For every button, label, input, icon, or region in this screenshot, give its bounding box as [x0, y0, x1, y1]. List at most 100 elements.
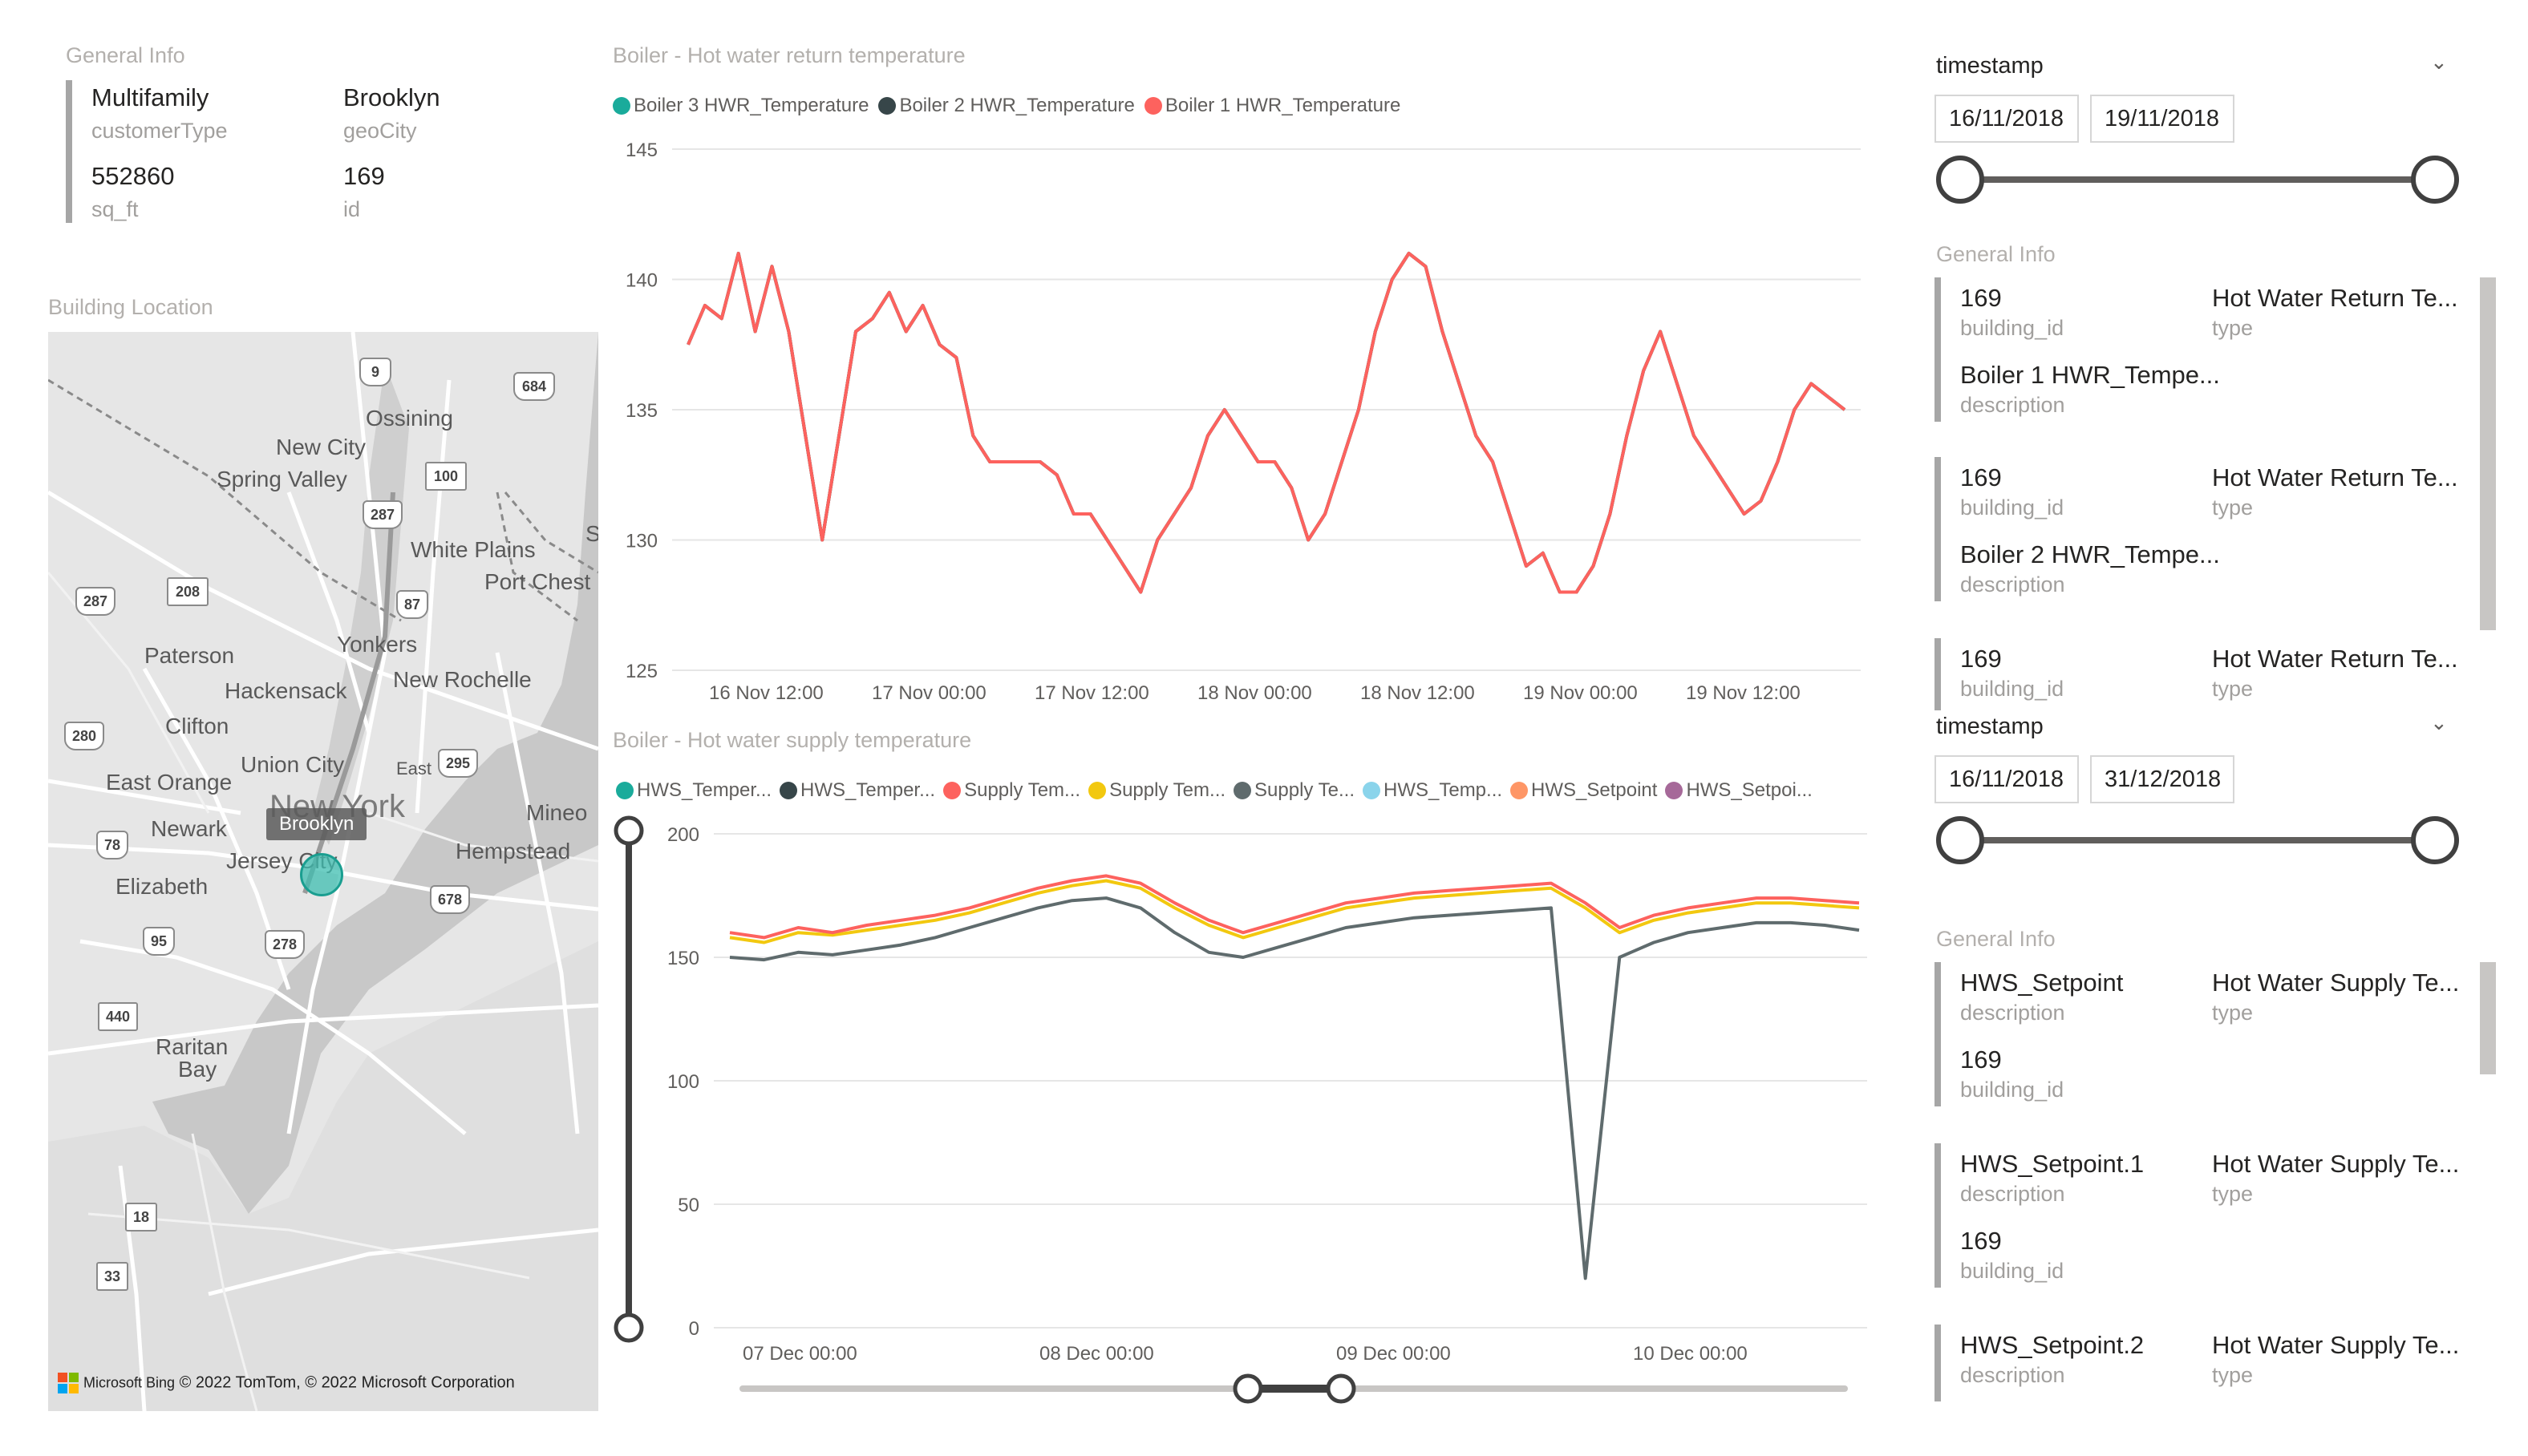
chevron-down-icon[interactable]: ⌄	[2430, 710, 2448, 734]
chevron-down-icon[interactable]: ⌄	[2430, 50, 2448, 74]
legend-item[interactable]: HWS_Setpoi...	[1665, 779, 1813, 802]
building-id-value: 169	[1960, 463, 2002, 491]
legend-label: Supply Tem...	[964, 779, 1081, 801]
card-row: 169 building_id Hot Water Return Te... t…	[1934, 638, 2464, 710]
highway-shield: 684	[513, 372, 555, 401]
type-label: type	[2212, 1363, 2254, 1387]
card-row: HWS_Setpoint description Hot Water Suppl…	[1934, 962, 2464, 1114]
building-id-label: building_id	[1960, 1078, 2064, 1102]
slider-track[interactable]	[1960, 837, 2440, 843]
map-place-label: White Plains	[411, 537, 536, 562]
series-line	[687, 252, 1846, 594]
building-id-value: 169	[1960, 284, 2002, 312]
legend-item[interactable]: Boiler 1 HWR_Temperature	[1144, 95, 1400, 117]
building-location-map[interactable]: Ossining New City Spring Valley White Pl…	[48, 332, 598, 1411]
highway-shield: 87	[396, 590, 428, 619]
legend-item[interactable]: HWS_Temper...	[616, 779, 772, 802]
supply-temperature-chart[interactable]: 200 150 100 50 0 07 Dec 00:00 08 Dec 00:00 09 D…	[610, 815, 1885, 1424]
legend-item[interactable]: HWS_Temp...	[1363, 779, 1502, 802]
legend-item[interactable]: Boiler 3 HWR_Temperature	[613, 95, 869, 117]
series-line	[729, 874, 1860, 940]
legend-item[interactable]: HWS_Temper...	[780, 779, 935, 802]
highway-shield: 18	[125, 1203, 157, 1232]
timestamp-slicer-title: timestamp	[1936, 53, 2044, 79]
legend-item[interactable]: Supply Tem...	[943, 779, 1080, 802]
description-value: Boiler 1 HWR_Tempe...	[1960, 361, 2220, 389]
building-id-label: building_id	[1960, 1259, 2064, 1283]
type-value: Hot Water Return Te...	[2212, 463, 2458, 491]
legend-item[interactable]: Boiler 2 HWR_Temperature	[878, 95, 1135, 117]
end-date-input[interactable]: 19/11/2018	[2090, 95, 2234, 143]
slider-start-handle[interactable]	[1936, 156, 1984, 204]
x-tick-label: 18 Nov 00:00	[1197, 682, 1312, 704]
map-place-label: Bay	[178, 1057, 217, 1082]
description-label: description	[1960, 572, 2065, 597]
x-tick-label: 07 Dec 00:00	[743, 1343, 857, 1365]
x-tick-label: 16 Nov 12:00	[709, 682, 824, 704]
highway-shield: 287	[363, 500, 403, 529]
y-tick-label: 200	[667, 824, 699, 846]
return-temperature-chart[interactable]: 145 140 135 130 125 16 Nov 12:00 17 Nov 00:00 1…	[610, 128, 1885, 722]
map-place-label: Elizabeth	[115, 874, 209, 899]
general-info-card: 169 building_id Hot Water Return Te... t…	[1934, 277, 2496, 710]
location-pin[interactable]	[300, 853, 343, 896]
y-tick-label: 150	[667, 948, 699, 969]
map-place-label: Newark	[151, 816, 227, 841]
attribution-text: © 2022 TomTom, © 2022 Microsoft Corporat…	[179, 1373, 515, 1392]
series-line	[729, 879, 1860, 944]
y-zoom-handle-top	[614, 815, 644, 846]
slider-end-handle[interactable]	[2411, 816, 2459, 864]
supply-chart-title: Boiler - Hot water supply temperature	[613, 728, 972, 752]
map-place-label: Ossining	[366, 406, 453, 431]
legend-marker-icon	[616, 782, 634, 799]
card-row: HWS_Setpoint.2 description Hot Water Sup…	[1934, 1325, 2464, 1405]
x-tick-label: 08 Dec 00:00	[1039, 1343, 1154, 1365]
scrollbar-thumb[interactable]	[2480, 962, 2496, 1074]
start-date-input[interactable]: 16/11/2018	[1934, 755, 2079, 803]
start-date-input[interactable]: 16/11/2018	[1934, 95, 2079, 143]
map-place-label: Yonkers	[337, 632, 418, 657]
type-label: type	[2212, 316, 2254, 340]
y-tick-label: 145	[626, 140, 658, 161]
x-tick-label: 19 Nov 12:00	[1686, 682, 1801, 704]
description-value: HWS_Setpoint.2	[1960, 1331, 2145, 1359]
scrollbar-thumb[interactable]	[2480, 277, 2496, 630]
x-tick-label: 17 Nov 00:00	[872, 682, 986, 704]
description-value: HWS_Setpoint.1	[1960, 1150, 2145, 1178]
highway-shield: 33	[96, 1262, 128, 1291]
legend-item[interactable]: Supply Tem...	[1088, 779, 1226, 802]
highway-shield: 440	[98, 1002, 138, 1031]
legend-label: Boiler 1 HWR_Temperature	[1165, 95, 1401, 116]
slider-start-handle[interactable]	[1936, 816, 1984, 864]
series-line	[729, 896, 1860, 1280]
type-value: Hot Water Supply Te...	[2212, 1331, 2460, 1359]
building-id-value: 169	[1960, 645, 2002, 673]
y-tick-label: 0	[689, 1318, 699, 1340]
legend-item[interactable]: HWS_Setpoint	[1510, 779, 1657, 802]
supply-chart-legend: HWS_Temper... HWS_Temper... Supply Tem..…	[616, 779, 1813, 802]
map-place-label: Union City	[241, 752, 345, 777]
map-place-label: S	[585, 521, 598, 546]
sq-ft-label: sq_ft	[91, 197, 139, 221]
type-value: Hot Water Return Te...	[2212, 645, 2458, 673]
slider-end-handle[interactable]	[2411, 156, 2459, 204]
legend-marker-icon	[1234, 782, 1252, 799]
legend-label: HWS_Temper...	[637, 779, 772, 801]
map-place-label: New Rochelle	[393, 667, 532, 692]
legend-label: HWS_Temper...	[800, 779, 936, 801]
map-place-label: Raritan	[156, 1034, 229, 1059]
y-tick-label: 135	[626, 400, 658, 422]
description-label: description	[1960, 393, 2065, 417]
slider-track[interactable]	[1960, 176, 2440, 183]
highway-shield: 95	[143, 927, 175, 956]
type-value: Hot Water Supply Te...	[2212, 1150, 2460, 1178]
highway-shield: 100	[425, 462, 467, 491]
bing-label: Microsoft Bing	[83, 1374, 176, 1391]
highway-shield: 9	[359, 358, 391, 386]
card-row: 169 building_id Hot Water Return Te... t…	[1934, 277, 2464, 430]
highway-shield: 280	[64, 722, 104, 750]
end-date-input[interactable]: 31/12/2018	[2090, 755, 2234, 803]
building-id-label: building_id	[1960, 316, 2064, 340]
legend-item[interactable]: Supply Te...	[1234, 779, 1355, 802]
building-id-value: 169	[1960, 1045, 2002, 1074]
